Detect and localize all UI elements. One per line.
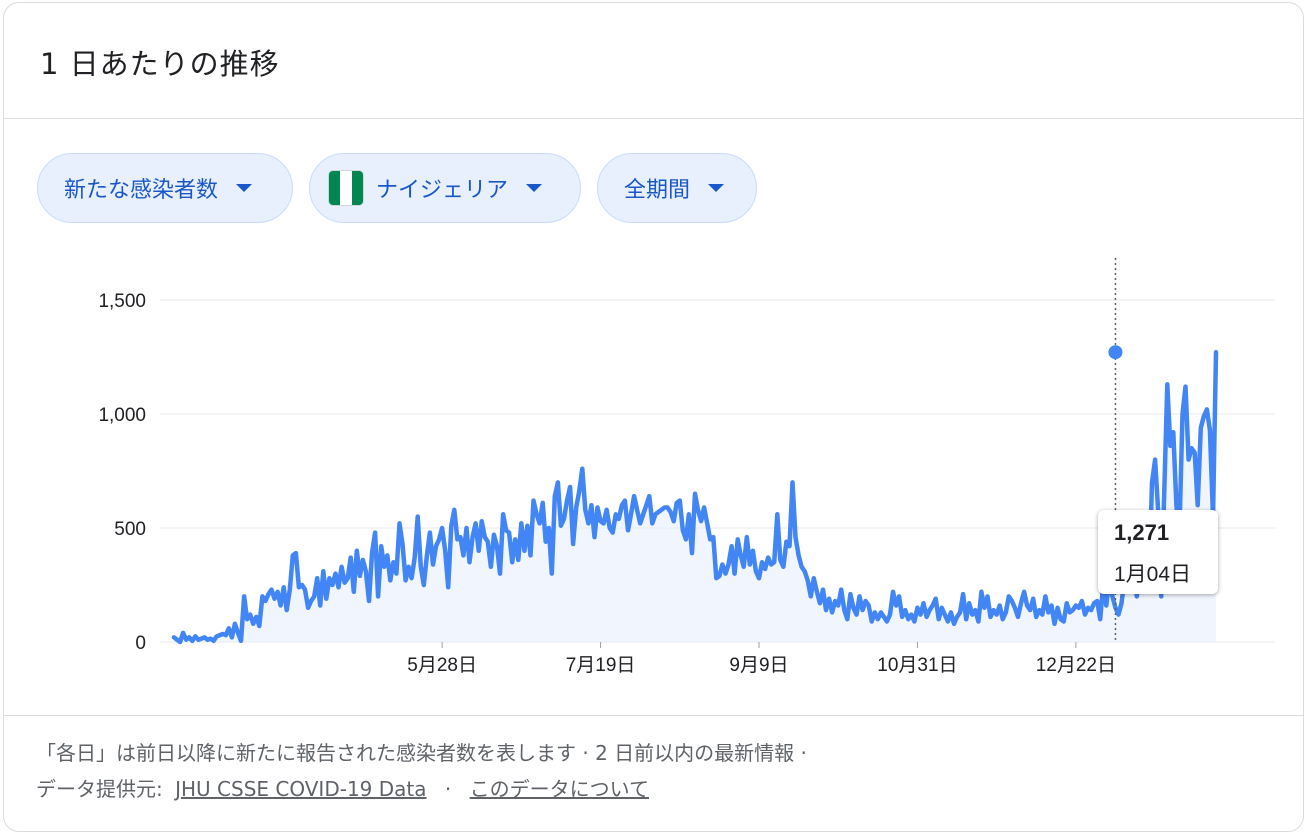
country-dropdown-label: ナイジェリア — [376, 178, 509, 203]
source-link[interactable]: JHU CSSE COVID-19 Data — [175, 777, 427, 801]
tooltip-value: 1,271 — [1114, 520, 1170, 545]
flag-stripe-right — [351, 171, 363, 205]
chevron-down-icon — [526, 184, 543, 192]
series-line — [171, 349, 1219, 645]
footer-source-line: データ提供元: JHU CSSE COVID-19 Data · このデータにつ… — [36, 773, 649, 802]
header-divider — [4, 118, 1303, 119]
chevron-down-icon — [708, 184, 725, 192]
x-tick-label: 9月9日 — [729, 655, 788, 676]
footer-note: 「各日」は前日以降に新たに報告された感染者数を表します · 2 日前以内の最新情… — [36, 741, 807, 765]
metric-dropdown-label: 新たな感染者数 — [64, 178, 219, 203]
x-tick-label: 7月19日 — [566, 655, 636, 676]
y-tick-label: 1,500 — [98, 291, 146, 312]
flag-stripe-left — [329, 171, 341, 205]
y-tick-label: 500 — [114, 519, 146, 540]
chart-tooltip: 1,271 1月04日 — [1098, 510, 1218, 594]
footer-divider — [4, 715, 1303, 716]
x-tick-label: 10月31日 — [877, 655, 957, 676]
about-data-link[interactable]: このデータについて — [469, 777, 649, 801]
card-title: 1 日あたりの推移 — [40, 47, 280, 81]
tooltip-date: 1月04日 — [1114, 563, 1192, 586]
highlight-point — [1108, 345, 1123, 360]
daily-cases-chart[interactable]: 0 500 1,000 1,500 5月28日 7月19日 9月9日 10月31日 12月22日 — [0, 0, 1310, 700]
country-dropdown[interactable]: ナイジェリア — [309, 153, 581, 223]
period-dropdown-label: 全期間 — [624, 178, 691, 203]
chevron-down-icon — [236, 184, 253, 192]
flag-stripe-middle — [340, 171, 352, 205]
nigeria-flag-icon — [328, 170, 364, 206]
y-tick-label: 1,000 — [98, 405, 146, 426]
x-tick-label: 5月28日 — [407, 655, 477, 676]
metric-dropdown[interactable]: 新たな感染者数 — [37, 153, 293, 223]
x-tick-label: 12月22日 — [1036, 655, 1116, 676]
y-tick-label: 0 — [135, 633, 146, 654]
period-dropdown[interactable]: 全期間 — [597, 153, 757, 223]
source-prefix: データ提供元: — [36, 777, 163, 801]
daily-trend-card: 1 日あたりの推移 新たな感染者数 ナイジェリア 全期間 — [3, 2, 1304, 832]
source-separator: · — [444, 777, 452, 801]
